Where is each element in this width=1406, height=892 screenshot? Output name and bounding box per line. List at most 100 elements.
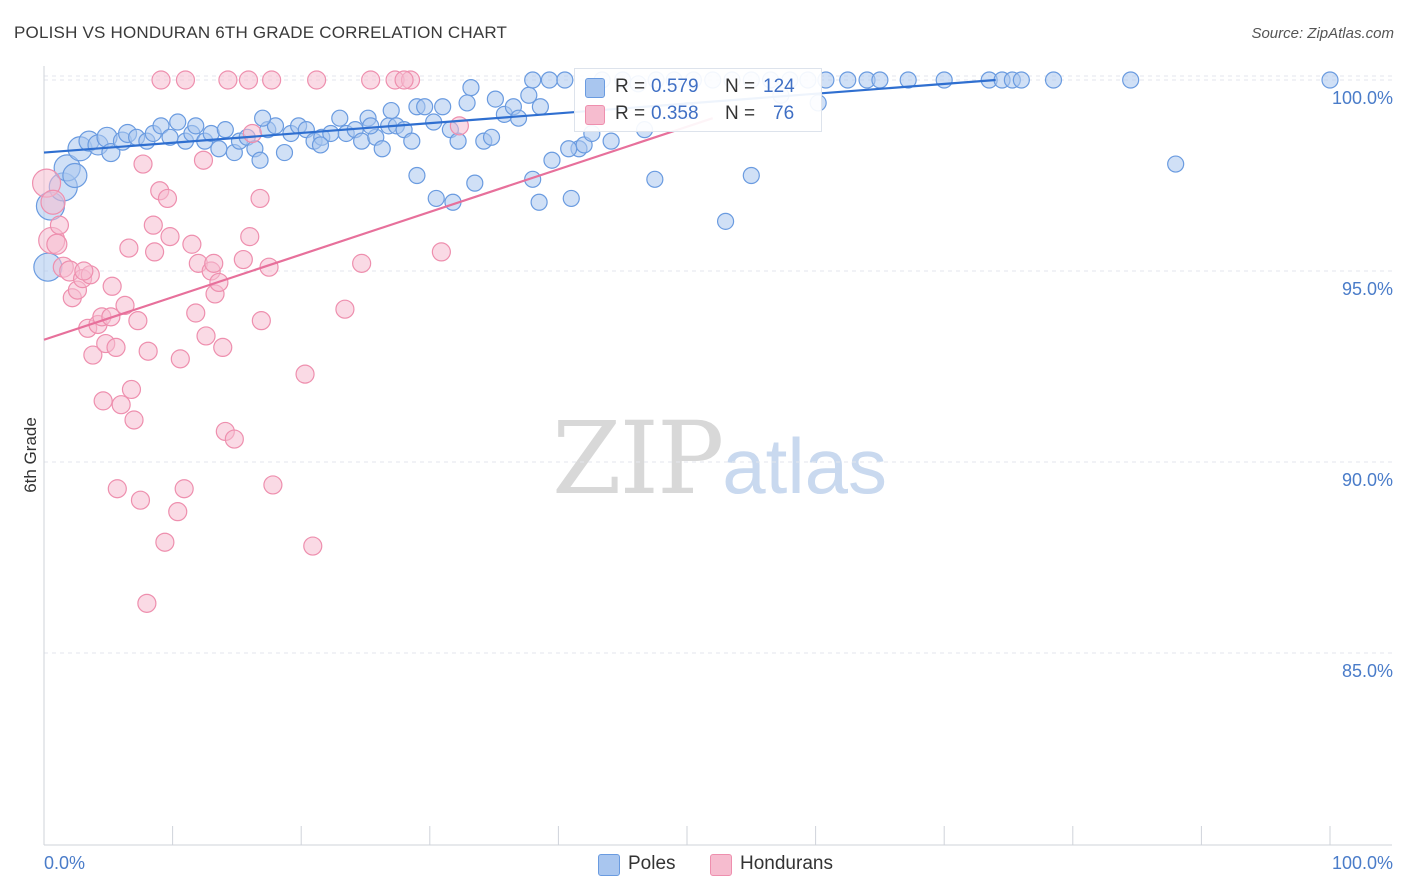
poles-point	[871, 71, 889, 89]
hondurans-point	[233, 249, 253, 270]
y-tick-label: 85.0%	[1342, 661, 1393, 681]
poles-point	[416, 98, 434, 116]
poles-point	[169, 113, 187, 131]
poles-point	[362, 117, 380, 135]
poles-point	[216, 121, 234, 139]
x-tick-labels: 0.0% 100.0%	[44, 853, 1393, 873]
hondurans-point	[242, 123, 262, 144]
poles-point	[899, 71, 917, 89]
hondurans-point	[168, 502, 188, 522]
y-tick-label: 90.0%	[1342, 470, 1393, 490]
legend-n-label: N =	[725, 76, 756, 97]
poles-point	[427, 189, 445, 208]
watermark-atlas: atlas	[722, 422, 888, 510]
stats-legend: R = 0.579 N = 124 R = 0.358 N = 76	[574, 68, 822, 132]
poles-point	[560, 140, 578, 158]
poles-point	[449, 132, 467, 150]
legend-row-hondurans: R = 0.358 N = 76	[575, 101, 821, 127]
x-tick-label: 0.0%	[44, 853, 85, 873]
legend-label-poles: Poles	[628, 853, 676, 874]
poles-point	[408, 166, 426, 185]
hondurans-point	[174, 479, 194, 499]
legend-r-label: R =	[615, 103, 646, 124]
poles-point	[434, 98, 452, 116]
hondurans-point	[182, 234, 202, 254]
legend-n-value: 76	[773, 103, 795, 124]
hondurans-point	[137, 593, 157, 613]
hondurans-point	[224, 429, 244, 449]
axes	[43, 66, 1392, 846]
poles-point	[524, 71, 542, 89]
y-tick-label: 100.0%	[1332, 88, 1393, 108]
poles-point	[466, 174, 484, 192]
series-hondurans	[31, 70, 469, 613]
hondurans-point	[352, 253, 372, 273]
poles-point	[482, 128, 501, 146]
hondurans-point	[151, 70, 171, 90]
hondurans-point	[130, 490, 151, 510]
hondurans-point	[124, 410, 144, 430]
legend-r-label: R =	[615, 76, 646, 97]
hondurans-point	[175, 70, 196, 90]
hondurans-point	[115, 295, 135, 315]
poles-point	[509, 109, 528, 127]
poles-point	[373, 140, 391, 158]
poles-point	[152, 117, 170, 135]
gridlines	[44, 75, 1392, 654]
hondurans-point	[83, 345, 103, 365]
hondurans-point	[111, 395, 131, 415]
poles-point	[251, 151, 269, 169]
x-tick-label: 100.0%	[1332, 853, 1393, 873]
hondurans-point	[170, 349, 190, 369]
bottom-legend-hondurans[interactable]: Hondurans	[710, 852, 860, 878]
hondurans-point	[193, 150, 214, 170]
source-label: Source: ZipAtlas.com	[1251, 25, 1394, 42]
poles-point	[1012, 71, 1030, 89]
legend-row-poles: R = 0.579 N = 124	[575, 74, 821, 100]
hondurans-point	[40, 189, 66, 215]
poles-point	[531, 98, 549, 116]
hondurans-point	[240, 227, 260, 247]
poles-point	[458, 94, 476, 112]
hondurans-trend-line	[43, 117, 714, 341]
hondurans-point	[160, 227, 180, 247]
hondurans-point	[303, 536, 323, 556]
poles-point	[254, 109, 272, 127]
hondurans-point	[361, 70, 381, 90]
poles-point	[187, 117, 205, 135]
hondurans-point	[144, 242, 165, 262]
poles-point	[1321, 71, 1339, 89]
y-tick-labels: 85.0% 90.0% 95.0% 100.0%	[1332, 88, 1393, 681]
legend-swatch-hondurans	[710, 854, 732, 876]
poles-point	[331, 109, 349, 127]
poles-point	[524, 170, 542, 188]
poles-point	[403, 132, 421, 150]
hondurans-point	[138, 341, 158, 361]
hondurans-point	[143, 215, 163, 235]
hondurans-point	[93, 391, 113, 411]
poles-point	[839, 71, 857, 89]
hondurans-point	[295, 364, 315, 384]
hondurans-point	[262, 70, 282, 90]
poles-point	[1122, 71, 1140, 89]
poles-point	[382, 101, 400, 120]
poles-point	[543, 151, 561, 169]
hondurans-point	[107, 479, 127, 499]
bottom-legend-poles[interactable]: Poles	[598, 852, 698, 878]
hondurans-point	[46, 233, 68, 255]
hondurans-point	[102, 276, 122, 296]
hondurans-point	[431, 242, 451, 262]
chart-title: POLISH VS HONDURAN 6TH GRADE CORRELATION…	[14, 23, 508, 42]
hondurans-point	[74, 261, 94, 281]
poles-trend-line	[43, 78, 996, 154]
hondurans-point	[119, 238, 139, 258]
poles-point	[210, 140, 228, 158]
legend-label-hondurans: Hondurans	[740, 853, 833, 874]
hondurans-point	[121, 379, 142, 400]
poles-point	[935, 71, 953, 89]
poles-point	[602, 132, 620, 150]
hondurans-point	[204, 253, 224, 273]
legend-swatch-poles	[598, 854, 620, 876]
hondurans-point	[133, 154, 153, 174]
